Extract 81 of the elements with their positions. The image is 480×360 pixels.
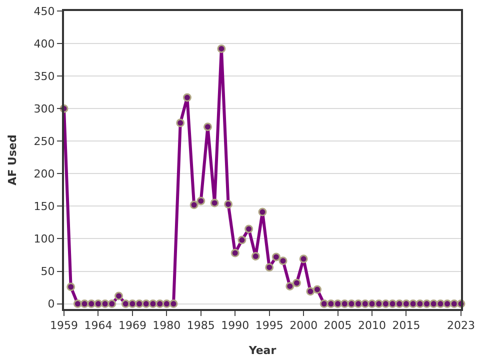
point bbox=[73, 300, 82, 308]
point bbox=[320, 300, 328, 308]
point bbox=[286, 282, 294, 290]
point bbox=[210, 198, 219, 208]
x-tick-label: 1959 bbox=[50, 319, 78, 332]
point bbox=[80, 300, 89, 308]
point bbox=[450, 300, 458, 308]
x-tick-label: 1990 bbox=[221, 319, 250, 332]
x-tick-label: 2015 bbox=[392, 319, 420, 332]
y-tick-label: 400 bbox=[34, 37, 55, 50]
y-tick-label: 150 bbox=[34, 200, 55, 214]
y-tick-label: 300 bbox=[34, 102, 55, 116]
point bbox=[354, 300, 363, 308]
point bbox=[66, 282, 76, 292]
y-axis-title: AF Used bbox=[6, 134, 19, 186]
point bbox=[196, 196, 206, 206]
x-tick-label: 1995 bbox=[255, 319, 284, 332]
point bbox=[182, 93, 192, 102]
point bbox=[94, 300, 102, 308]
point bbox=[156, 300, 164, 308]
point bbox=[190, 200, 198, 210]
y-tick-label: 350 bbox=[34, 70, 55, 83]
point bbox=[135, 300, 144, 308]
x-tick-label: 1980 bbox=[152, 319, 181, 332]
x-tick-label: 2000 bbox=[290, 319, 318, 332]
point bbox=[203, 122, 212, 132]
point bbox=[408, 300, 418, 308]
y-tick-label: 50 bbox=[40, 265, 55, 278]
point bbox=[422, 300, 432, 308]
point bbox=[347, 300, 356, 308]
point bbox=[162, 300, 171, 308]
x-tick-label: 1964 bbox=[84, 319, 112, 332]
point bbox=[258, 208, 267, 216]
point bbox=[108, 300, 116, 308]
point bbox=[388, 300, 397, 308]
point bbox=[244, 224, 254, 234]
point bbox=[436, 300, 445, 308]
point bbox=[443, 300, 452, 308]
y-tick-label: 450 bbox=[34, 4, 55, 18]
x-tick-label: 2010 bbox=[358, 319, 386, 332]
point bbox=[100, 300, 110, 308]
point bbox=[224, 200, 233, 208]
point bbox=[230, 248, 240, 258]
point bbox=[251, 252, 260, 261]
y-tick-label: 0 bbox=[48, 298, 55, 311]
point bbox=[272, 252, 280, 262]
x-axis-title: Year bbox=[248, 344, 277, 357]
x-tick-label: 2023 bbox=[447, 319, 475, 332]
point bbox=[381, 300, 390, 308]
point bbox=[169, 300, 178, 308]
point bbox=[121, 300, 130, 308]
y-tick-label: 100 bbox=[34, 232, 55, 246]
x-tick-label: 2005 bbox=[324, 319, 352, 332]
point bbox=[238, 236, 246, 244]
point bbox=[326, 300, 336, 308]
point bbox=[306, 287, 315, 296]
point bbox=[148, 300, 158, 308]
point bbox=[416, 300, 424, 308]
point bbox=[292, 278, 301, 288]
y-tick-label: 250 bbox=[34, 134, 55, 148]
point bbox=[334, 300, 342, 308]
x-tick-label: 1985 bbox=[186, 319, 215, 332]
point bbox=[278, 256, 288, 266]
point bbox=[142, 300, 150, 308]
point bbox=[402, 300, 410, 308]
x-tick-label: 1969 bbox=[118, 319, 146, 332]
point bbox=[114, 292, 124, 300]
y-tick-label: 200 bbox=[34, 168, 55, 181]
point bbox=[340, 300, 349, 308]
point bbox=[395, 300, 404, 308]
point bbox=[265, 263, 274, 272]
point bbox=[87, 300, 96, 308]
point bbox=[374, 300, 384, 308]
point bbox=[368, 300, 376, 308]
point bbox=[299, 254, 308, 264]
point bbox=[313, 285, 322, 294]
point bbox=[176, 118, 185, 128]
point bbox=[128, 300, 137, 308]
point bbox=[217, 44, 226, 53]
point bbox=[429, 300, 438, 308]
point bbox=[360, 300, 370, 308]
